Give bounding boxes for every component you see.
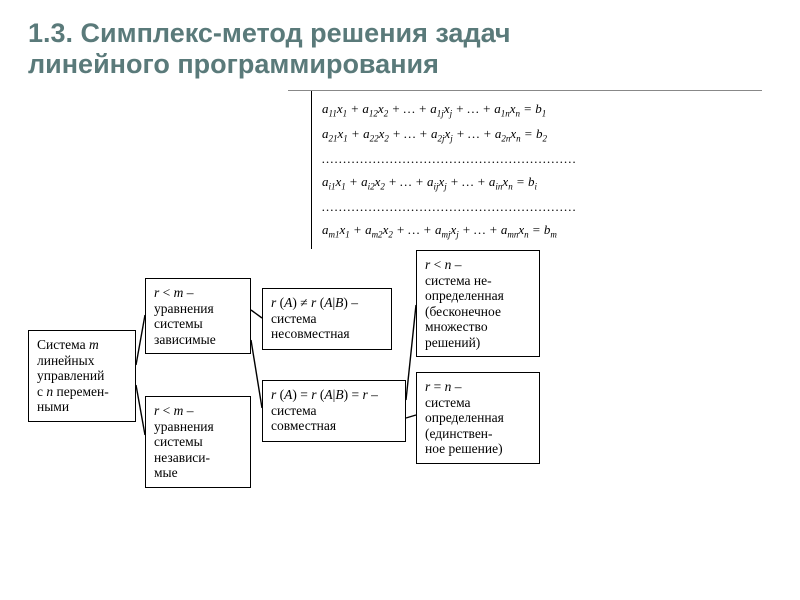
flowchart: Система mлинейныхуправленийс n перемен-н…: [0, 250, 800, 590]
equation-dots: ........................................…: [322, 195, 742, 218]
title-line-1: 1.3. Симплекс-метод решения задач: [28, 18, 511, 48]
flow-node-undet: r < n –система не-определенная(бесконечн…: [416, 250, 540, 357]
equations-block: a11x1 + a12x2 + … + a1jxj + … + a1nxn = …: [311, 91, 752, 249]
flow-node-indep: r < m –уравнениясистемынезависи-мые: [145, 396, 251, 488]
equation-row: ai1x1 + ai2x2 + … + aijxj + … + ainxn = …: [322, 170, 742, 195]
flow-node-root: Система mлинейныхуправленийс n перемен-н…: [28, 330, 136, 422]
page-title: 1.3. Симплекс-метод решения задач линейн…: [28, 18, 772, 80]
equation-dots: ........................................…: [322, 147, 742, 170]
title-line-2: линейного программирования: [28, 49, 439, 79]
flow-node-dep: r < m –уравнениясистемызависимые: [145, 278, 251, 354]
equation-row: a11x1 + a12x2 + … + a1jxj + … + a1nxn = …: [322, 97, 742, 122]
flow-node-incons: r (A) ≠ r (A|B) –системанесовместная: [262, 288, 392, 350]
flow-node-det: r = n –системаопределенная(единствен-ное…: [416, 372, 540, 464]
equation-row: am1x1 + am2x2 + … + amjxj + … + amnxn = …: [322, 218, 742, 243]
flow-node-cons: r (A) = r (A|B) = r –системасовместная: [262, 380, 406, 442]
equation-row: a21x1 + a22x2 + … + a2jxj + … + a2nxn = …: [322, 122, 742, 147]
